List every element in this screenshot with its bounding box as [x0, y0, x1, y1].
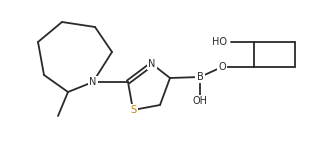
Text: OH: OH [193, 96, 208, 106]
Text: B: B [197, 72, 203, 82]
Text: S: S [130, 105, 136, 115]
Text: HO: HO [212, 37, 227, 47]
Text: N: N [148, 59, 156, 69]
Text: O: O [218, 62, 226, 72]
Text: N: N [89, 77, 97, 87]
